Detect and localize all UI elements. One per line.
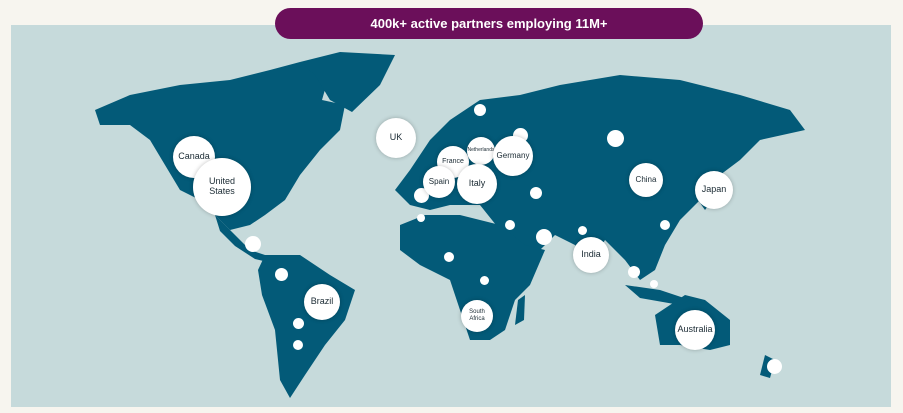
marker-dot [293, 340, 303, 350]
country-bubble: UK [376, 118, 416, 158]
marker-dot [530, 187, 542, 199]
marker-dot [628, 266, 640, 278]
country-bubble: India [573, 237, 609, 273]
marker-dot [480, 276, 489, 285]
marker-dot [417, 214, 425, 222]
country-bubble: Germany [493, 136, 533, 176]
marker-dot [650, 280, 658, 288]
country-bubble: South Africa [461, 300, 493, 332]
marker-dot [578, 226, 587, 235]
marker-dot [293, 318, 304, 329]
country-bubble: China [629, 163, 663, 197]
country-bubble: Spain [423, 166, 455, 198]
marker-dot [607, 130, 624, 147]
marker-dot [474, 104, 486, 116]
country-bubble: Australia [675, 310, 715, 350]
marker-dot [414, 188, 429, 203]
marker-dot [245, 236, 261, 252]
marker-dot [275, 268, 288, 281]
country-bubble: Brazil [304, 284, 340, 320]
country-bubble: United States [193, 158, 251, 216]
country-bubble: Netherlands [467, 137, 495, 165]
headline-banner: 400k+ active partners employing 11M+ [275, 8, 703, 39]
marker-dot [767, 359, 782, 374]
marker-dot [660, 220, 670, 230]
country-bubble: Italy [457, 164, 497, 204]
country-bubble: Japan [695, 171, 733, 209]
marker-dot [505, 220, 515, 230]
marker-dot [444, 252, 454, 262]
world-map [11, 25, 891, 407]
marker-dot [536, 229, 552, 245]
